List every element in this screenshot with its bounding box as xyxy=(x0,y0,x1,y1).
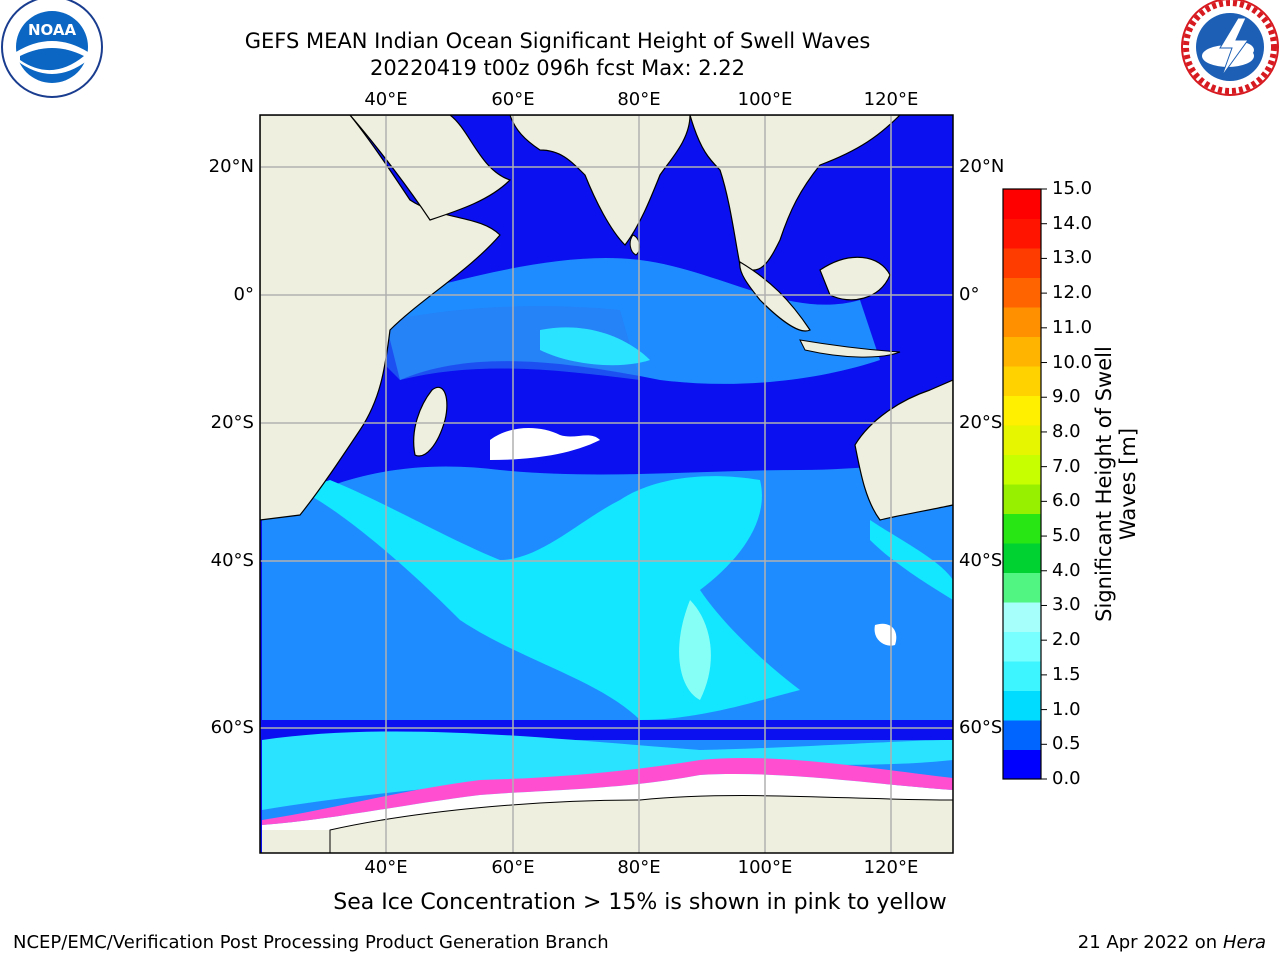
footer-organization: NCEP/EMC/Verification Post Processing Pr… xyxy=(13,932,609,953)
colorbar-segment xyxy=(1003,749,1041,780)
colorbar-segment xyxy=(1003,631,1041,662)
lon-label-top: 80°E xyxy=(617,89,661,110)
lon-label-bottom: 60°E xyxy=(491,857,535,878)
lat-label-right: 0° xyxy=(959,284,980,305)
lat-label-left: 0° xyxy=(233,284,254,305)
colorbar-segment xyxy=(1003,690,1041,721)
colorbar-tick-label: 15.0 xyxy=(1052,178,1093,199)
map-title: GEFS MEAN Indian Ocean Significant Heigh… xyxy=(244,29,871,53)
colorbar-tick-label: 3.0 xyxy=(1052,594,1081,616)
footer-host: Hera xyxy=(1222,932,1266,953)
colorbar xyxy=(1003,188,1047,780)
colorbar-tick-label: 1.5 xyxy=(1052,663,1081,685)
lat-label-left: 60°S xyxy=(210,717,254,738)
lat-label-right: 40°S xyxy=(959,550,1003,571)
map-frame xyxy=(259,114,954,854)
lon-label-top: 40°E xyxy=(364,89,408,110)
noaa-logo-text: NOAA xyxy=(28,21,77,39)
colorbar-tick-label: 1.0 xyxy=(1052,698,1081,720)
colorbar-tick-label: 5.0 xyxy=(1052,525,1081,547)
colorbar-segment xyxy=(1003,572,1041,603)
colorbar-tick-label: 12.0 xyxy=(1052,282,1093,304)
colorbar-tick-label: 9.0 xyxy=(1052,386,1081,408)
lat-label-left: 20°S xyxy=(210,412,254,433)
colorbar-segment xyxy=(1003,218,1041,249)
lon-label-bottom: 40°E xyxy=(364,857,408,878)
colorbar-segment xyxy=(1003,366,1041,396)
sea-ice-note: Sea Ice Concentration > 15% is shown in … xyxy=(333,890,947,915)
colorbar-segment xyxy=(1003,513,1041,544)
colorbar-tick-label: 14.0 xyxy=(1052,212,1093,234)
lon-label-top: 120°E xyxy=(863,89,919,110)
colorbar-tick-label: 0.5 xyxy=(1052,733,1081,755)
footer-date-text: 21 Apr 2022 on xyxy=(1077,932,1218,953)
lat-label-right: 60°S xyxy=(959,717,1003,738)
colorbar-segment xyxy=(1003,248,1041,278)
colorbar-tick-label: 11.0 xyxy=(1052,316,1093,338)
lat-label-left: 20°N xyxy=(208,156,254,177)
lat-label-right: 20°N xyxy=(959,156,1005,177)
colorbar-tick-label: 0.0 xyxy=(1052,768,1081,789)
colorbar-frame xyxy=(1002,188,1042,780)
colorbar-segment xyxy=(1003,395,1041,426)
map-area xyxy=(260,115,953,853)
colorbar-segment xyxy=(1003,543,1041,573)
map-gridlines xyxy=(260,115,953,853)
colorbar-segment xyxy=(1003,484,1041,514)
colorbar-segment xyxy=(1003,307,1041,337)
colorbar-segment xyxy=(1003,454,1041,485)
colorbar-tick-label: 10.0 xyxy=(1052,351,1093,373)
colorbar-segment xyxy=(1003,336,1041,367)
colorbar-tick-label: 13.0 xyxy=(1052,247,1093,269)
colorbar-tick-label: 7.0 xyxy=(1052,455,1081,477)
colorbar-segment xyxy=(1003,189,1041,219)
lon-label-bottom: 100°E xyxy=(737,857,793,878)
colorbar-segment xyxy=(1003,661,1041,691)
colorbar-label: Significant Height of Swell Waves [m] xyxy=(1092,346,1140,622)
colorbar-tick-label: 6.0 xyxy=(1052,490,1081,512)
colorbar-tick-label: 2.0 xyxy=(1052,629,1081,651)
map-subtitle: 20220419 t00z 096h fcst Max: 2.22 xyxy=(370,56,745,80)
colorbar-segment xyxy=(1003,277,1041,308)
lon-label-top: 100°E xyxy=(737,89,793,110)
lat-label-left: 40°S xyxy=(210,550,254,571)
lon-label-bottom: 80°E xyxy=(617,857,661,878)
colorbar-segment xyxy=(1003,720,1041,750)
colorbar-segment xyxy=(1003,425,1041,455)
lon-label-top: 60°E xyxy=(491,89,535,110)
noaa-logo-icon: NOAA xyxy=(1,0,103,98)
colorbar-tick-label: 8.0 xyxy=(1052,420,1081,442)
colorbar-segment xyxy=(1003,602,1041,632)
nws-logo-icon xyxy=(1180,0,1280,97)
colorbar-tick-label: 4.0 xyxy=(1052,559,1081,581)
lon-label-bottom: 120°E xyxy=(863,857,919,878)
lat-label-right: 20°S xyxy=(959,412,1003,433)
footer-date: 21 Apr 2022 on Hera xyxy=(1078,932,1266,953)
